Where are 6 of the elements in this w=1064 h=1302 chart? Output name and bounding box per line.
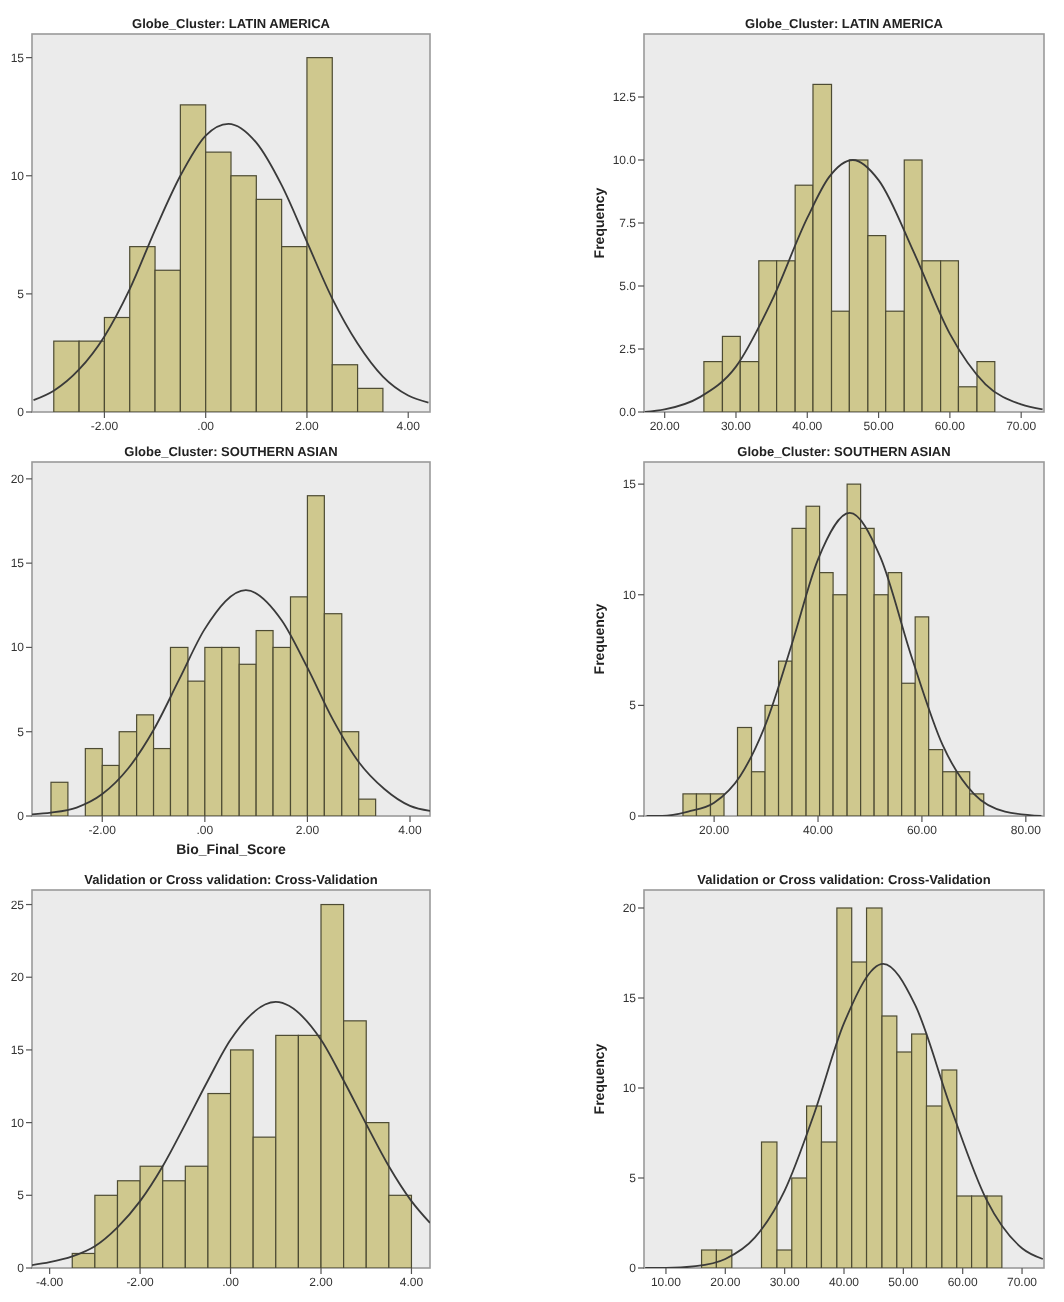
line-series: [644, 159, 1044, 412]
line-series: [32, 122, 430, 404]
line-series: [32, 589, 430, 816]
line-series: [645, 511, 1043, 816]
line-series: [32, 1001, 430, 1266]
line-series: [644, 962, 1044, 1268]
